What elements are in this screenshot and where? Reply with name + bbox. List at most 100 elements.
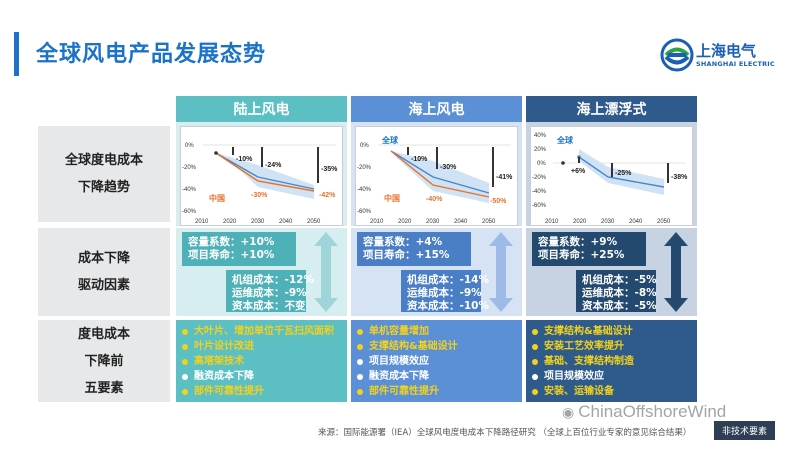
global-series-line [215, 152, 315, 190]
data-point [214, 151, 218, 155]
y-tick-label: 20% [534, 147, 547, 153]
driver-item: 容量系数：+4% [363, 236, 443, 248]
watermark: ◉ ChinaOffshoreWind [562, 402, 726, 422]
list-item: 叶片设计改进 [182, 339, 334, 354]
x-tick-label: 2040 [454, 219, 468, 225]
row-label-drivers: 成本下降 驱动因素 [38, 228, 170, 316]
uncertainty-band [391, 151, 489, 203]
list-item: 融资成本下降 [357, 369, 458, 384]
china-series-label: 中国 [384, 193, 400, 203]
element-label: 支撑结构&基础设计 [369, 341, 458, 352]
x-tick-label: 2050 [482, 219, 496, 225]
watermark-text: ChinaOffshoreWind [578, 402, 727, 421]
wechat-icon: ◉ [562, 404, 575, 420]
row-label-line: 下降前 [84, 353, 124, 369]
callout-label: -38% [671, 174, 688, 181]
row-label-five-elements: 度电成本 下降前 五要素 [38, 320, 170, 402]
x-tick-label: 2020 [223, 219, 237, 225]
y-tick-label: -60% [532, 203, 547, 209]
onshore-cost-chart: 0% -20% -40% -60% 2010 2020 2030 2040 20… [180, 126, 343, 226]
element-label: 融资成本下降 [369, 371, 429, 382]
y-tick-label: 0% [360, 143, 369, 149]
x-tick-label: 2020 [573, 219, 587, 225]
column-header-floating: 海上漂浮式 [526, 96, 697, 122]
driver-item: 机组成本：-12% [232, 274, 314, 286]
x-tick-label: 2010 [370, 219, 384, 225]
row-label-line: 五要素 [84, 380, 124, 396]
bullet-icon [182, 388, 188, 395]
driver-item: 运维成本：-8% [582, 287, 657, 299]
element-label: 部件可靠性提升 [194, 386, 264, 397]
up-down-arrow-icon [314, 232, 338, 312]
bullet-icon [357, 358, 363, 365]
y-tick-label: -40% [357, 187, 372, 193]
callout-label-china: -30% [251, 192, 268, 199]
onshore-drivers-bottom: 机组成本：-12% 运维成本：-9% 资本成本：不变 [226, 270, 314, 312]
column-header-onshore: 陆上风电 [176, 96, 347, 122]
logo-name: 上海电气 [696, 42, 757, 60]
slide-title: 全球风电产品发展态势 [36, 42, 267, 67]
element-label: 高塔架技术 [194, 356, 244, 367]
row-label-line: 成本下降 [77, 251, 130, 266]
global-series-line [578, 156, 665, 188]
bullet-icon [357, 343, 363, 350]
x-tick-label: 2050 [307, 219, 321, 225]
title-accent-bar [14, 32, 19, 76]
bullet-icon [182, 328, 188, 335]
driver-item: 机组成本：-5% [582, 274, 657, 286]
callout-label: -10% [411, 156, 428, 163]
driver-item: 运维成本：-9% [232, 287, 307, 299]
driver-item: 机组成本：-14% [407, 274, 489, 286]
callout-label: -30% [440, 164, 457, 171]
driver-item: 资本成本：-10% [407, 300, 489, 312]
y-tick-label: -20% [182, 165, 197, 171]
row-label-line: 度电成本 [77, 326, 130, 342]
bullet-icon [532, 343, 538, 350]
bullet-icon [532, 388, 538, 395]
x-tick-label: 2010 [195, 219, 209, 225]
callout-label: -25% [615, 170, 632, 177]
callout-label: -35% [321, 166, 338, 173]
list-item: 支撑结构&基础设计 [532, 324, 634, 339]
element-label: 部件可靠性提升 [369, 386, 439, 397]
up-down-arrow-icon [489, 232, 513, 312]
driver-item: 项目寿命：+25% [538, 249, 625, 261]
y-tick-label: 0% [185, 143, 194, 149]
shanghai-electric-logo-icon [660, 38, 694, 72]
list-item: 高塔架技术 [182, 354, 334, 369]
list-item: 大叶片、增加单位千瓦扫风面积 [182, 324, 334, 339]
floating-elements-list: 支撑结构&基础设计 安装工艺效率提升 基础、支撑结构制造 项目规模效应 安装、运… [532, 324, 634, 399]
y-tick-label: -60% [357, 209, 372, 215]
y-tick-label: -40% [532, 189, 547, 195]
x-tick-label: 2020 [398, 219, 412, 225]
floating-cost-chart: 40% 20% 0% -20% -40% -60% 2010 2020 2030… [530, 126, 693, 226]
x-tick-label: 2050 [657, 219, 671, 225]
onshore-elements-list: 大叶片、增加单位千瓦扫风面积 叶片设计改进 高塔架技术 融资成本下降 部件可靠性… [182, 324, 334, 399]
list-item: 单机容量增加 [357, 324, 458, 339]
x-tick-label: 2040 [629, 219, 643, 225]
bullet-icon [357, 328, 363, 335]
element-label: 叶片设计改进 [194, 341, 254, 352]
china-series-label: 中国 [209, 193, 225, 203]
onshore-elements-cell [176, 320, 347, 402]
y-tick-label: -20% [357, 165, 372, 171]
list-item: 安装工艺效率提升 [532, 339, 634, 354]
china-series-line [390, 150, 490, 198]
up-down-arrow-icon [664, 232, 688, 312]
driver-item: 容量系数：+9% [538, 236, 618, 248]
column-header-offshore: 海上风电 [351, 96, 522, 122]
offshore-elements-cell [351, 320, 522, 402]
element-label: 项目规模效应 [544, 371, 604, 382]
element-label: 基础、支撑结构制造 [544, 356, 634, 367]
y-tick-label: -20% [532, 175, 547, 181]
global-series-label: 全球 [381, 135, 399, 145]
bullet-icon [182, 343, 188, 350]
driver-item: 容量系数：+10% [188, 236, 275, 248]
data-point [561, 161, 565, 165]
callout-label: -41% [496, 174, 513, 181]
list-item: 基础、支撑结构制造 [532, 354, 634, 369]
list-item: 部件可靠性提升 [357, 384, 458, 399]
callout-label: +6% [571, 168, 586, 175]
china-series-line [215, 152, 315, 192]
floating-elements-cell [526, 320, 697, 402]
